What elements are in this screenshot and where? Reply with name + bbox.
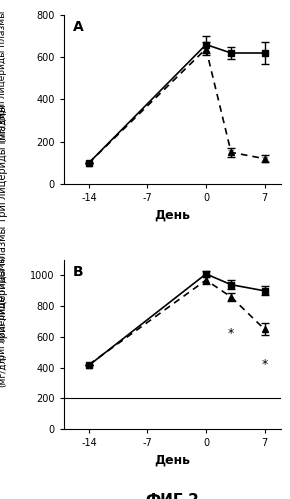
Text: (мг/дл): (мг/дл) [0,108,8,142]
Text: *: * [262,155,268,168]
Text: Триглицериды плазмы: Триглицериды плазмы [0,256,8,365]
Text: Триглицериды плазмы Триглицериды плазмы: Триглицериды плазмы Триглицериды плазмы [0,105,8,344]
X-axis label: День: День [155,454,191,467]
Text: *: * [228,327,234,340]
Text: (мг/дл): (мг/дл) [0,353,8,387]
Text: *: * [262,358,268,371]
Text: A: A [72,20,83,34]
Text: Триглицериды плазмы: Триглицериды плазмы [0,11,8,120]
X-axis label: День: День [155,209,191,222]
Text: B: B [72,265,83,279]
Text: ФИГ.2: ФИГ.2 [146,494,200,499]
Text: *: * [228,148,234,161]
